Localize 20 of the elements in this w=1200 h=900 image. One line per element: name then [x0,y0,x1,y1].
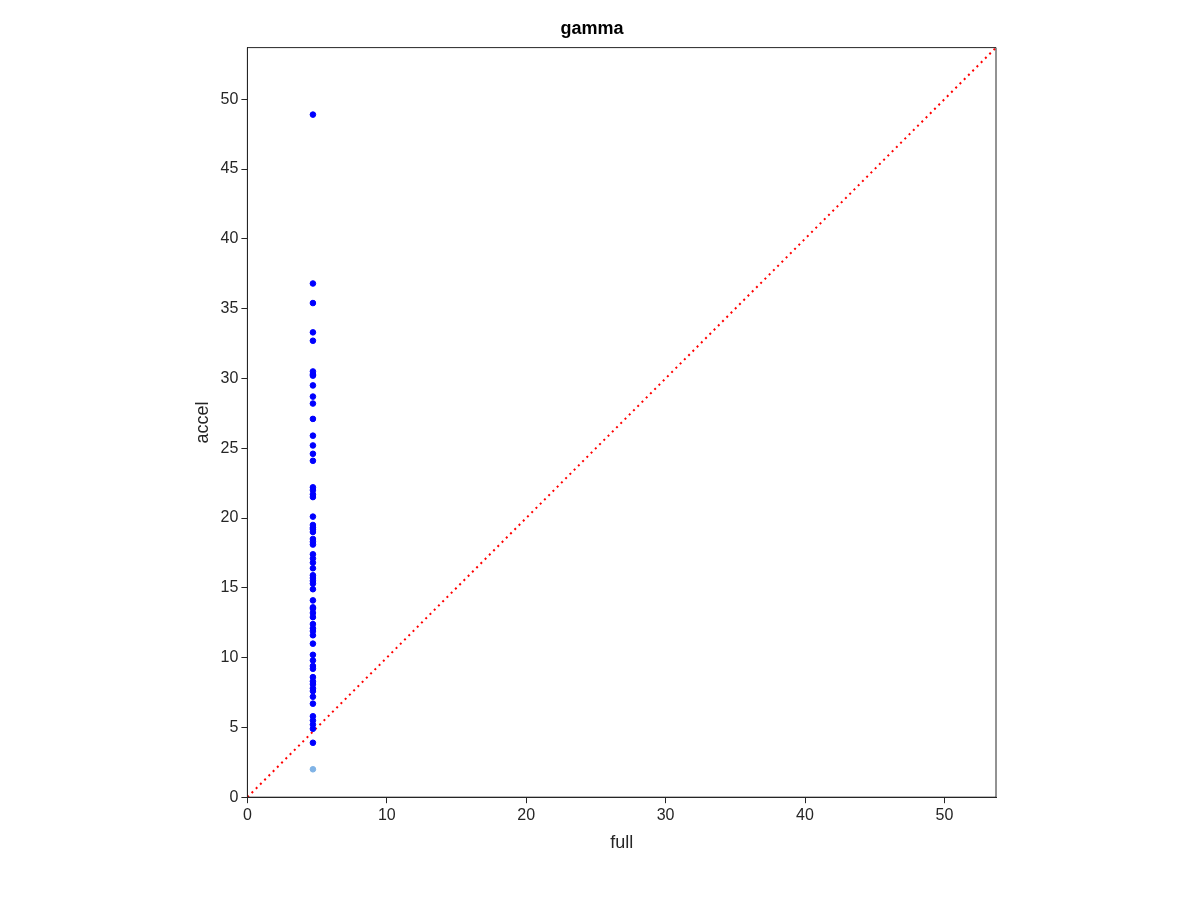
y-tick-label: 45 [220,159,239,177]
y-tick-label: 40 [220,229,239,247]
x-tick-label: 50 [935,806,954,824]
chart-title: gamma [560,17,625,38]
x-tick-label: 30 [656,806,675,824]
y-tick-label: 5 [229,717,239,735]
x-tick-label: 40 [796,806,815,824]
y-tick-label: 10 [220,648,239,666]
x-tick-label: 10 [377,806,396,824]
y-axis-title: accel [191,401,212,444]
x-tick-label: 20 [517,806,536,824]
y-tick-label: 35 [220,299,239,317]
y-tick-label: 30 [220,368,239,386]
y-tick-label: 25 [220,438,239,456]
y-tick-label: 15 [220,578,239,596]
y-tick-label: 20 [220,508,239,526]
x-axis-title: full [610,832,634,853]
y-tick-label: 50 [220,89,239,107]
y-tick-label: 0 [229,787,239,805]
x-tick-label: 0 [242,806,252,824]
